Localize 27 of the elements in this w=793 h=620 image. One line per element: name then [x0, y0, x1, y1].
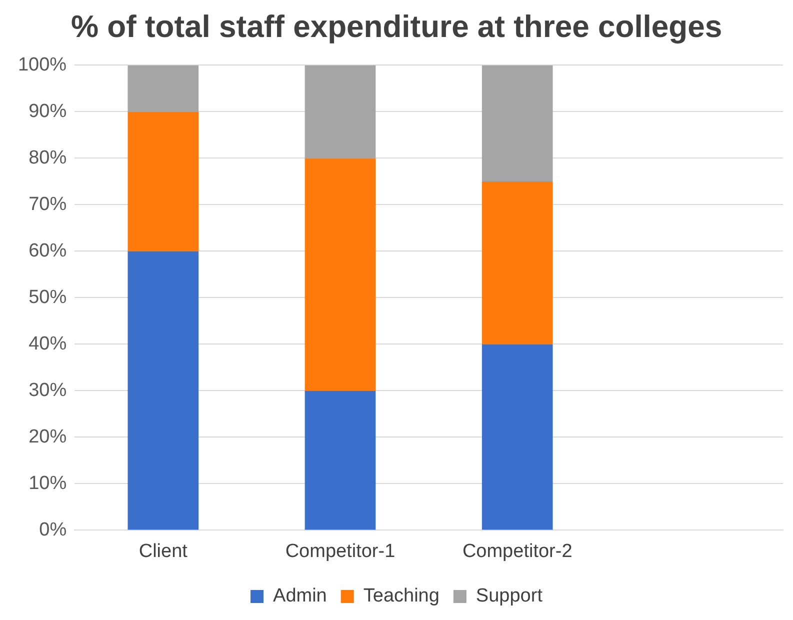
bar: [304, 65, 376, 158]
chart-title: % of total staff expenditure at three colleges: [70, 9, 722, 44]
bar: [482, 181, 553, 344]
bar: [128, 65, 199, 112]
bar: [304, 390, 376, 530]
y-tick-label: 90%: [28, 100, 67, 122]
y-tick-label: 30%: [28, 380, 67, 401]
legend-label: Support: [476, 586, 544, 607]
y-tick-label: 60%: [28, 240, 67, 262]
y-tick-label: 80%: [28, 147, 67, 168]
y-tick-label: 0%: [39, 519, 67, 540]
legend-label: Admin: [273, 586, 327, 607]
y-tick-label: 100%: [18, 54, 67, 76]
bar: [128, 112, 199, 252]
legend-label: Teaching: [363, 586, 440, 607]
x-tick-label: Competitor-1: [285, 540, 396, 562]
bar: [304, 158, 376, 391]
y-tick-label: 40%: [28, 333, 67, 354]
x-tick-label: Competitor-2: [462, 540, 572, 562]
y-tick-label: 10%: [28, 472, 67, 494]
bar: [128, 251, 199, 530]
bar: [482, 344, 553, 530]
y-tick-label: 70%: [28, 194, 67, 215]
y-tick-label: 50%: [28, 286, 67, 308]
x-tick-label: Client: [138, 540, 188, 562]
bar: [482, 65, 553, 182]
y-tick-label: 20%: [28, 426, 67, 448]
